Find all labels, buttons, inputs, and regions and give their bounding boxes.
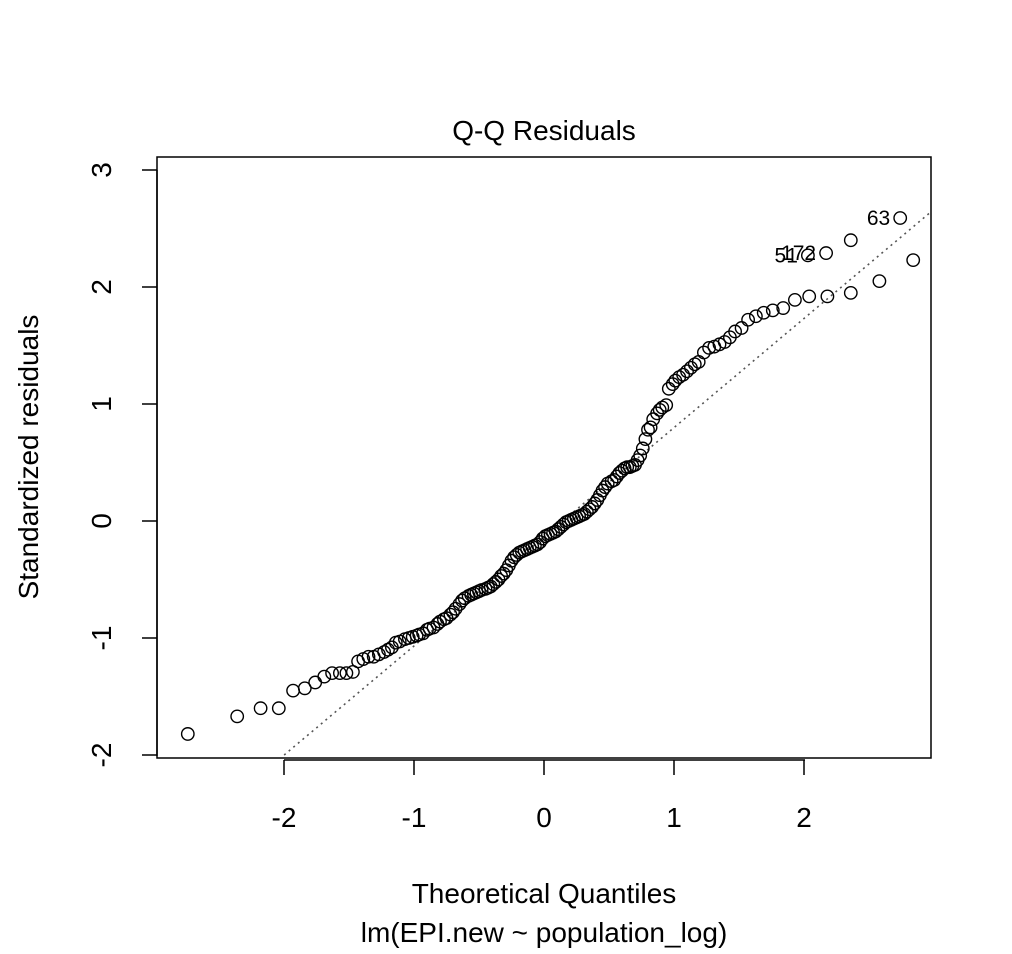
data-point xyxy=(765,303,780,318)
y-tick-label: 2 xyxy=(86,279,117,295)
data-point xyxy=(317,669,332,684)
data-point xyxy=(600,476,615,491)
data-point xyxy=(820,289,835,304)
data-point xyxy=(676,367,690,382)
data-point xyxy=(325,666,339,680)
data-point xyxy=(749,309,763,324)
data-point xyxy=(635,441,650,456)
point-annotation: 51 xyxy=(775,244,798,267)
data-point xyxy=(655,400,670,415)
data-point xyxy=(728,324,742,339)
data-point xyxy=(253,701,268,716)
data-point xyxy=(893,211,908,225)
data-point xyxy=(843,233,858,248)
data-point xyxy=(433,614,447,629)
data-point xyxy=(580,504,594,519)
data-point xyxy=(638,432,653,446)
x-axis-sublabel: lm(EPI.new ~ population_log) xyxy=(361,917,728,948)
data-point xyxy=(308,675,323,690)
y-tick-label: 1 xyxy=(86,396,117,412)
data-point xyxy=(271,701,286,716)
data-point xyxy=(643,420,658,435)
data-point xyxy=(633,448,648,463)
data-point xyxy=(906,253,921,267)
x-tick-label: 0 xyxy=(536,802,552,833)
x-tick-label: 2 xyxy=(796,802,812,833)
data-point xyxy=(717,335,732,349)
data-point xyxy=(577,507,592,521)
data-point xyxy=(551,522,566,537)
x-tick-label: 1 xyxy=(666,802,682,833)
data-point xyxy=(802,289,817,304)
y-tick-label: 3 xyxy=(86,162,117,178)
data-point xyxy=(585,500,599,514)
data-point xyxy=(687,357,702,372)
data-point xyxy=(361,649,376,664)
data-point xyxy=(801,248,815,263)
data-point xyxy=(788,292,802,307)
data-point xyxy=(286,683,300,698)
data-point xyxy=(230,709,245,724)
data-point xyxy=(457,591,472,606)
data-point xyxy=(607,473,622,487)
data-point xyxy=(483,579,498,594)
data-point xyxy=(339,666,354,680)
y-axis-label: Standardized residuals xyxy=(13,315,44,600)
plot-area-frame xyxy=(156,156,932,759)
data-point xyxy=(381,642,395,657)
data-point xyxy=(872,274,887,289)
x-tick-label: -2 xyxy=(272,802,297,833)
y-axis: -2 -1 0 1 2 3 xyxy=(86,162,158,768)
x-axis-label: Theoretical Quantiles xyxy=(412,878,677,909)
data-point xyxy=(843,285,858,300)
data-point xyxy=(741,312,755,327)
reference-line xyxy=(283,210,932,756)
x-axis: -2 -1 0 1 2 xyxy=(272,759,812,833)
y-tick-label: -1 xyxy=(86,626,117,651)
data-point xyxy=(697,345,711,360)
points-group xyxy=(180,211,921,741)
point-annotation: 63 xyxy=(867,207,890,230)
y-tick-label: 0 xyxy=(86,513,117,529)
data-point xyxy=(377,645,391,659)
data-point xyxy=(819,246,833,260)
data-point xyxy=(776,301,791,315)
reference-line-group xyxy=(283,210,932,756)
point-annotation: 172 xyxy=(781,242,816,265)
data-point xyxy=(486,577,501,592)
data-point xyxy=(756,305,771,320)
data-point xyxy=(680,364,694,379)
data-point xyxy=(548,524,563,539)
chart-title: Q-Q Residuals xyxy=(452,115,636,146)
data-point xyxy=(297,681,312,696)
data-point xyxy=(180,727,195,741)
data-point xyxy=(659,398,674,413)
x-tick-label: -1 xyxy=(402,802,427,833)
data-point xyxy=(702,340,716,355)
data-point xyxy=(595,483,610,498)
y-tick-label: -2 xyxy=(86,743,117,768)
